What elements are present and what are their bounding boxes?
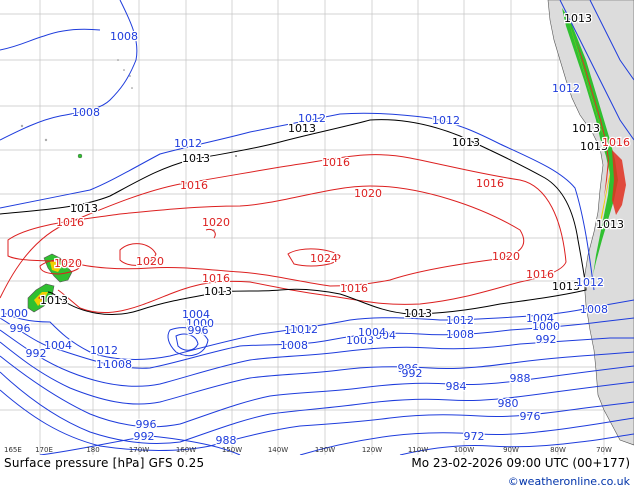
isobar-label: 1016 xyxy=(322,156,350,169)
longitude-tick: 120W xyxy=(362,446,382,454)
isobar-label: 996 xyxy=(10,322,31,335)
longitude-tick: 150W xyxy=(222,446,242,454)
isobar-label: 1020 xyxy=(492,250,520,263)
isobar-label: 996 xyxy=(398,362,419,375)
isobar-label: 1012 xyxy=(432,114,460,127)
isobar-label: 1016 xyxy=(202,272,230,285)
isobar-lines xyxy=(0,0,634,456)
isobar-label: 1016 xyxy=(180,179,208,192)
isobar-label: 1008 xyxy=(72,106,100,119)
valid-time: Mo 23-02-2026 09:00 UTC (00+177) xyxy=(411,456,630,470)
isobar-label: 1016 xyxy=(340,282,368,295)
isobar-label: 1000 xyxy=(186,317,214,330)
longitude-tick: 80W xyxy=(550,446,566,454)
isobar-label: 1020 xyxy=(54,257,82,270)
isobar-label: 1013 xyxy=(288,122,316,135)
map-grid xyxy=(0,0,634,455)
footer-bar xyxy=(0,455,634,490)
isobar-label: 1013 xyxy=(404,307,432,320)
isobar-label: 988 xyxy=(510,372,531,385)
isobar-label: 976 xyxy=(520,410,541,423)
isobar-label: 972 xyxy=(464,430,485,443)
isobar-label: 1013 xyxy=(580,140,608,153)
isobar-label: 988 xyxy=(216,434,237,447)
isobar-label: 1008 xyxy=(110,30,138,43)
longitude-tick: 90W xyxy=(503,446,519,454)
isobar-label: 1012 xyxy=(552,82,580,95)
isobar-label: 1020 xyxy=(136,255,164,268)
isobar-label: 1013 xyxy=(70,202,98,215)
isobar-label: 1013 xyxy=(452,136,480,149)
isobar-label: 1013 xyxy=(564,12,592,25)
isobar-label: 980 xyxy=(498,397,519,410)
isobar-label: 984 xyxy=(446,380,467,393)
isobar-label: 1013 xyxy=(552,280,580,293)
isobar-label: 1013 xyxy=(596,218,624,231)
isobar-label: 1000 xyxy=(532,320,560,333)
isobar-label: 1004 xyxy=(182,308,210,321)
isobar-label: 1008 xyxy=(104,358,132,371)
isobar-label: 1004 xyxy=(358,326,386,339)
isobar-label: 992 xyxy=(536,333,557,346)
longitude-tick: 70W xyxy=(596,446,612,454)
isobar-label: 1013 xyxy=(204,285,232,298)
isobar-label: 1012 xyxy=(446,314,474,327)
isobar-label: 992 xyxy=(134,430,155,443)
longitude-tick: 140W xyxy=(268,446,288,454)
isobar-1013 xyxy=(0,119,587,316)
isobar-label: 1012 xyxy=(174,137,202,150)
longitude-tick: 160W xyxy=(176,446,196,454)
isobar-label: 1012 xyxy=(290,323,318,336)
isobar-label: 1008 xyxy=(580,303,608,316)
isobar-label: 1003 xyxy=(346,334,374,347)
isobar-label: 1012 xyxy=(90,344,118,357)
isobar-label: 1008 xyxy=(280,339,308,352)
isobar-label: 1012 xyxy=(298,112,326,125)
isobar-label: 1013 xyxy=(182,152,210,165)
longitude-tick: 100W xyxy=(454,446,474,454)
isobar-label: 1016 xyxy=(602,136,630,149)
isobar-label: 1008 xyxy=(446,328,474,341)
isobar-label: 996 xyxy=(188,324,209,337)
isobar-label: 1004 xyxy=(368,329,396,342)
isobar-label: 1000 xyxy=(0,307,28,320)
isobar-label: 1013 xyxy=(572,122,600,135)
isobar-label: 1016 xyxy=(526,268,554,281)
isobar-label: 1004 xyxy=(526,312,554,325)
credit-link[interactable]: ©weatheronline.co.uk xyxy=(507,475,630,488)
isobar-label: 1004 xyxy=(44,339,72,352)
isobar-label: 1008 xyxy=(96,358,124,371)
isobar-label: 992 xyxy=(402,367,423,380)
longitude-tick-labels: 165E 170E 180 170W 160W 150W 140W 130W 120W 110W 1… xyxy=(4,446,612,454)
longitude-tick: 110W xyxy=(408,446,428,454)
isobar-label: 1024 xyxy=(310,252,338,265)
south-america-land xyxy=(547,0,634,446)
longitude-tick: 170W xyxy=(129,446,149,454)
isobar-label: 992 xyxy=(26,347,47,360)
isobar-label: 1020 xyxy=(202,216,230,229)
isobar-label: 1012 xyxy=(576,276,604,289)
isobar-label: 1016 xyxy=(476,177,504,190)
isobar-label: 1016 xyxy=(56,216,84,229)
longitude-tick: 170E xyxy=(35,446,53,454)
isobar-label: 1013 xyxy=(40,294,68,307)
isobar-label: 996 xyxy=(136,418,157,431)
longitude-tick: 165E xyxy=(4,446,22,454)
isobar-label: 1012 xyxy=(284,324,312,337)
isobars-low xyxy=(0,0,634,456)
longitude-tick: 180 xyxy=(86,446,99,454)
isobars-high xyxy=(0,154,567,314)
isobar-label: 1020 xyxy=(354,187,382,200)
longitude-tick: 130W xyxy=(315,446,335,454)
map-caption: Surface pressure [hPa] GFS 0.25 xyxy=(4,456,205,470)
